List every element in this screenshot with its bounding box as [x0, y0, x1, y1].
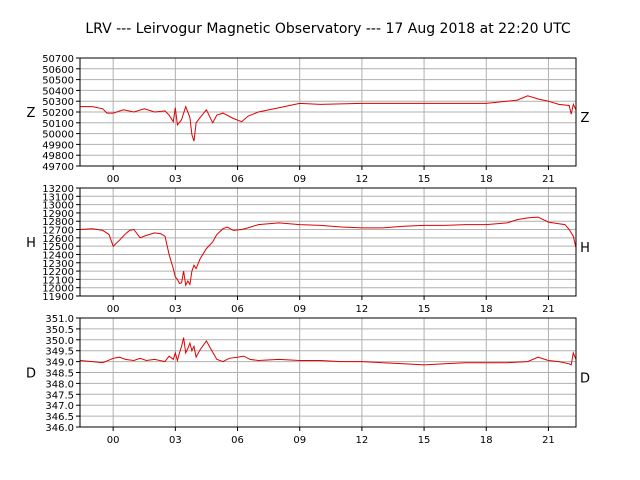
x-tick-label: 03	[169, 435, 182, 446]
y-axis-label-right: H	[580, 241, 590, 256]
x-tick-label: 00	[107, 435, 120, 446]
x-tick-label: 15	[418, 435, 431, 446]
y-tick-label: 50600	[42, 65, 74, 76]
y-tick-label: 350.5	[45, 325, 74, 336]
y-tick-label: 346.0	[45, 423, 74, 434]
x-tick-label: 00	[107, 174, 120, 185]
y-tick-label: 49900	[42, 140, 74, 151]
plot-frame	[79, 57, 577, 167]
y-axis-label-right: D	[580, 372, 590, 387]
y-tick-label: 348.0	[45, 379, 74, 390]
y-tick-label: 49800	[42, 151, 74, 162]
y-tick-label: 49700	[42, 162, 74, 173]
panel-h: 1190012000121001220012300124001250012600…	[26, 184, 590, 315]
y-tick-label: 347.5	[45, 390, 74, 401]
y-tick-label: 347.0	[45, 401, 74, 412]
x-tick-label: 00	[107, 304, 120, 315]
panel-z: 4970049800499005000050100502005030050400…	[27, 54, 590, 185]
y-tick-label: 12000	[42, 284, 74, 295]
y-tick-label: 50700	[42, 54, 74, 65]
y-tick-label: 50500	[42, 76, 74, 87]
x-tick-label: 21	[542, 304, 555, 315]
y-axis-label-left: H	[26, 236, 36, 251]
y-tick-label: 13200	[42, 184, 74, 195]
series-line-d	[79, 337, 577, 366]
y-tick-label: 12900	[42, 209, 74, 220]
y-tick-label: 12700	[42, 226, 74, 237]
x-tick-label: 06	[231, 435, 244, 446]
y-tick-label: 50200	[42, 108, 74, 119]
y-axis-label-right: Z	[581, 111, 590, 126]
y-tick-label: 349.5	[45, 347, 74, 358]
y-tick-label: 12500	[42, 242, 74, 253]
y-tick-label: 50400	[42, 86, 74, 97]
series-line-h	[79, 216, 577, 287]
x-tick-label: 21	[542, 174, 555, 185]
x-tick-label: 18	[480, 304, 493, 315]
series-line-z	[80, 95, 577, 142]
x-tick-label: 06	[231, 304, 244, 315]
y-tick-label: 351.0	[45, 314, 74, 325]
x-tick-label: 18	[480, 435, 493, 446]
x-tick-label: 06	[231, 174, 244, 185]
x-tick-label: 09	[293, 304, 306, 315]
x-tick-label: 03	[169, 304, 182, 315]
figure-title: LRV --- Leirvogur Magnetic Observatory -…	[85, 21, 571, 37]
x-tick-label: 18	[480, 174, 493, 185]
y-tick-label: 12800	[42, 217, 74, 228]
y-tick-label: 12400	[42, 250, 74, 261]
plot-frame	[79, 317, 577, 428]
y-tick-label: 350.0	[45, 336, 74, 347]
y-tick-label: 12100	[42, 275, 74, 286]
x-tick-label: 15	[418, 174, 431, 185]
x-tick-label: 09	[293, 435, 306, 446]
y-tick-label: 50000	[42, 130, 74, 141]
y-tick-label: 11900	[42, 292, 74, 303]
y-tick-label: 13000	[42, 201, 74, 212]
x-tick-label: 21	[542, 435, 555, 446]
y-tick-label: 12300	[42, 259, 74, 270]
y-tick-label: 348.5	[45, 369, 74, 380]
x-tick-label: 15	[418, 304, 431, 315]
y-tick-label: 346.5	[45, 412, 74, 423]
x-tick-label: 09	[293, 174, 306, 185]
panel-d: 346.0346.5347.0347.5348.0348.5349.0349.5…	[26, 314, 590, 446]
y-axis-label-left: Z	[27, 106, 36, 121]
y-axis-label-left: D	[26, 367, 36, 382]
y-tick-label: 50300	[42, 97, 74, 108]
x-tick-label: 12	[356, 174, 369, 185]
panels-container: 4970049800499005000050100502005030050400…	[26, 54, 590, 446]
x-tick-label: 03	[169, 174, 182, 185]
y-tick-label: 12200	[42, 267, 74, 278]
y-tick-label: 13100	[42, 192, 74, 203]
x-tick-label: 12	[356, 435, 369, 446]
y-tick-label: 50100	[42, 119, 74, 130]
x-tick-label: 12	[356, 304, 369, 315]
y-tick-label: 349.0	[45, 358, 74, 369]
y-tick-label: 12600	[42, 234, 74, 245]
plot-frame	[79, 187, 577, 297]
